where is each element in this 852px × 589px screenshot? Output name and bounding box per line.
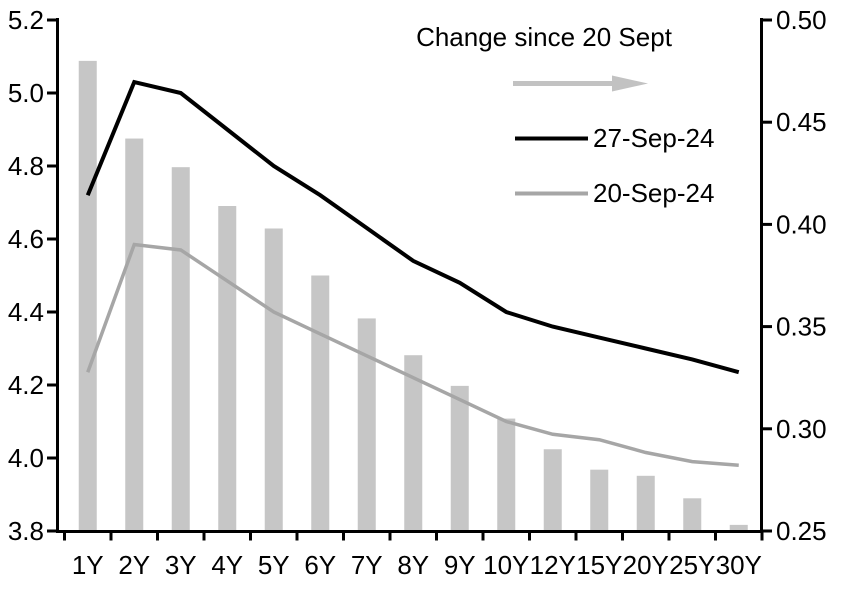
- x-axis-tick-label: 25Y: [669, 550, 715, 580]
- bar-25Y: [683, 498, 702, 532]
- legend: Change since 20 Sept 27-Sep-24 20-Sep-24: [416, 22, 714, 208]
- bar-20Y: [636, 475, 655, 532]
- series-line-27-Sep-24: [85, 79, 740, 375]
- right-axis-tick-label: 0.35: [776, 312, 827, 342]
- right-arrow-shaft: [513, 81, 613, 86]
- legend-label-20sep: 20-Sep-24: [593, 178, 714, 208]
- bar-6Y: [311, 275, 330, 532]
- right-arrow-head: [612, 75, 648, 92]
- right-axis-tick-label: 0.40: [776, 209, 827, 239]
- bar-1Y: [78, 60, 97, 532]
- x-axis-tick-label: 7Y: [351, 550, 383, 580]
- bar-15Y: [590, 469, 609, 532]
- right-axis-tick-label: 0.25: [776, 516, 827, 546]
- bar-7Y: [357, 318, 376, 532]
- x-axis-tick-label: 9Y: [444, 550, 476, 580]
- x-axis-tick-label: 20Y: [623, 550, 669, 580]
- x-axis-tick-label: 8Y: [397, 550, 429, 580]
- x-axis-tick-label: 2Y: [118, 550, 150, 580]
- legend-label-27sep: 27-Sep-24: [593, 123, 714, 153]
- bar-2Y: [125, 138, 144, 532]
- bar-30Y: [729, 524, 748, 532]
- left-axis-tick-label: 4.0: [8, 443, 44, 473]
- left-axis-tick-label: 4.2: [8, 370, 44, 400]
- left-axis-tick-label: 5.2: [8, 5, 44, 35]
- bar-3Y: [171, 167, 190, 532]
- series-line-20-Sep-24: [86, 242, 739, 468]
- bar-4Y: [218, 206, 237, 532]
- right-arrow-icon: [513, 75, 648, 92]
- right-axis-tick-label: 0.30: [776, 414, 827, 444]
- x-axis-tick-label: 5Y: [258, 550, 290, 580]
- left-axis-tick-label: 3.8: [8, 516, 44, 546]
- left-axis-tick-label: 4.8: [8, 151, 44, 181]
- right-axis-tick-label: 0.45: [776, 107, 827, 137]
- left-axis-tick-label: 5.0: [8, 78, 44, 108]
- x-axis-tick-label: 3Y: [165, 550, 197, 580]
- x-axis-tick-label: 12Y: [530, 550, 576, 580]
- legend-title: Change since 20 Sept: [416, 22, 673, 52]
- x-axis-tick-label: 30Y: [716, 550, 762, 580]
- bar-12Y: [543, 449, 562, 532]
- bar-9Y: [450, 385, 469, 532]
- plot-area: 5.2 5.0 4.8 4.6 4.4 4.2 4.0 3.8 0.50 0.45 0.40 0.35…: [8, 5, 827, 580]
- bar-5Y: [264, 228, 283, 532]
- x-axis-tick-label: 15Y: [576, 550, 622, 580]
- right-axis-tick-label: 0.50: [776, 5, 827, 35]
- left-axis-tick-label: 4.4: [8, 297, 44, 327]
- x-axis-tick-label: 4Y: [211, 550, 243, 580]
- x-axis-tick-label: 10Y: [483, 550, 529, 580]
- bar-8Y: [404, 355, 423, 532]
- x-axis-tick-label: 6Y: [304, 550, 336, 580]
- bar-10Y: [497, 418, 516, 532]
- x-axis-tick-label: 1Y: [72, 550, 104, 580]
- left-axis-tick-label: 4.6: [8, 224, 44, 254]
